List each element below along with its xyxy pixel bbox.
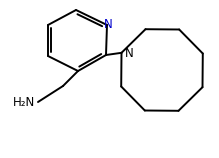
- Text: N: N: [104, 18, 112, 30]
- Text: N: N: [124, 47, 133, 60]
- Text: H₂N: H₂N: [13, 97, 35, 109]
